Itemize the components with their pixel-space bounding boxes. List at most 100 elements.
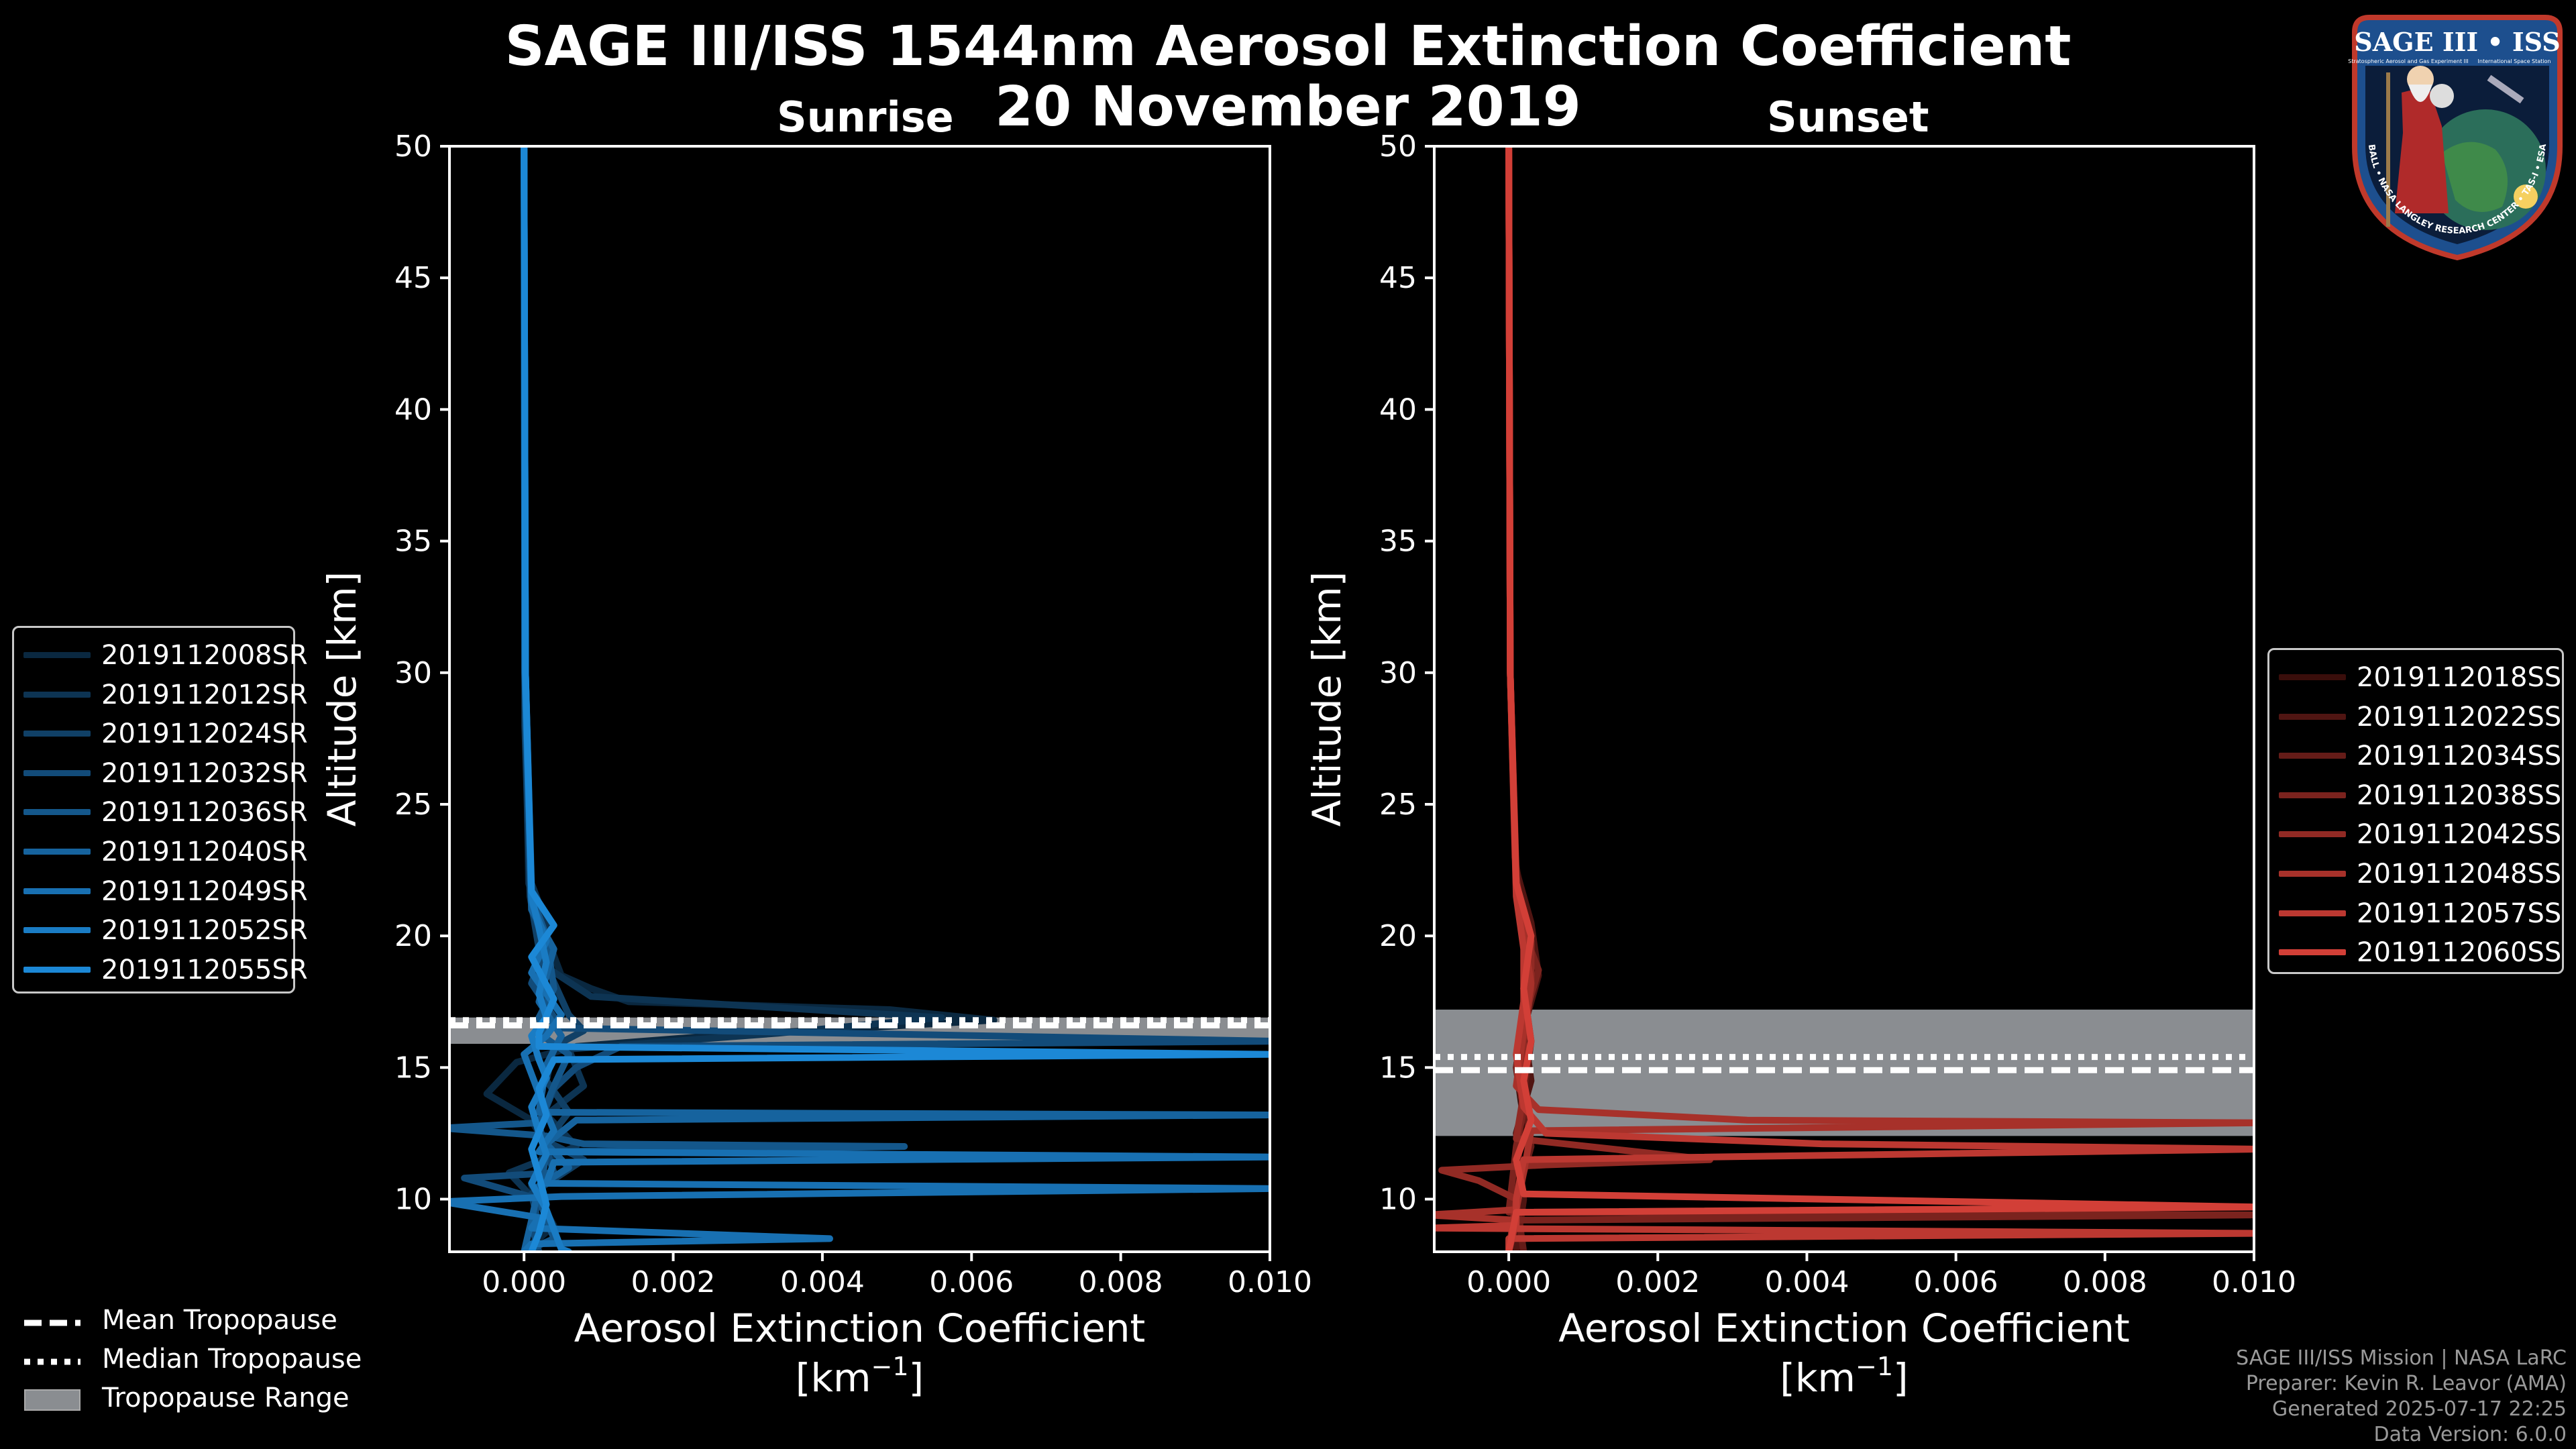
legend-entry-2019112038SS: 2019112038SS — [2269, 777, 2562, 811]
sunset-plot: 0.000 0.002 0.004 0.006 0.008 0.010 10 15 20 25 30… — [1304, 129, 2296, 1401]
legend-swatch — [2279, 910, 2346, 916]
legend-entry-2019112040SR: 2019112040SR — [14, 834, 308, 867]
legend-label: 2019112060SS — [2357, 937, 2562, 969]
sunrise-panel-title: Sunrise — [777, 93, 954, 142]
legend-entry-2019112036SR: 2019112036SR — [14, 794, 308, 828]
legend-entry-2019112060SS: 2019112060SS — [2269, 934, 2562, 968]
y-tick-label: 40 — [394, 392, 432, 427]
legend-range-label: Tropopause Range — [102, 1383, 350, 1413]
legend-label: 2019112038SS — [2357, 780, 2562, 811]
legend-swatch — [23, 769, 91, 776]
patch-subtitle-right: International Space Station — [2478, 58, 2551, 64]
y-tick-label: 15 — [394, 1051, 432, 1085]
y-tick-label: 20 — [1379, 919, 1417, 953]
sunrise-plot: 0.000 0.002 0.004 0.006 0.008 0.010 10 15 20 25 30… — [319, 129, 1312, 1401]
legend-entry-2019112008SR: 2019112008SR — [14, 637, 308, 671]
legend-swatch — [2279, 949, 2346, 956]
y-axis-label: Altitude [km] — [319, 572, 365, 826]
x-tick-label: 0.004 — [780, 1265, 865, 1299]
y-tick-label: 45 — [1379, 261, 1417, 295]
y-tick-label: 10 — [394, 1183, 432, 1217]
legend-entry-2019112024SR: 2019112024SR — [14, 716, 308, 749]
legend-swatch — [2279, 871, 2346, 877]
y-tick-label: 20 — [394, 919, 432, 953]
legend-entry-2019112049SR: 2019112049SR — [14, 873, 308, 907]
sunrise-legend: 2019112008SR 2019112012SR 2019112024SR 2019… — [12, 626, 308, 994]
series-line-2019112052SR — [521, 146, 572, 1252]
chart-title: SAGE III/ISS 1544nm Aerosol Extinction C… — [504, 15, 2072, 78]
x-tick-label: 0.006 — [929, 1265, 1014, 1299]
credit-data-version: Data Version: 6.0.0 — [2373, 1423, 2567, 1446]
legend-label: 2019112048SS — [2357, 859, 2562, 890]
series-line-2019112008SR — [483, 146, 998, 1252]
y-tick-label: 25 — [1379, 788, 1417, 822]
x-axis-label: Aerosol Extinction Coefficient — [1558, 1305, 2130, 1351]
x-tick-label: 0.010 — [2212, 1265, 2296, 1299]
sunrise-series — [449, 146, 1270, 1252]
legend-entry-2019112057SS: 2019112057SS — [2269, 896, 2562, 929]
wizard-icon — [2395, 86, 2449, 213]
y-tick-label: 15 — [1379, 1051, 1417, 1085]
x-tick-label: 0.008 — [2063, 1265, 2147, 1299]
patch-subtitle-left: Stratospheric Aerosol and Gas Experiment… — [2348, 58, 2468, 64]
dotted-line-icon — [24, 1358, 80, 1365]
series-line-2019112057SS — [1434, 146, 2254, 1252]
y-tick-label: 25 — [394, 788, 432, 822]
legend-entry-2019112034SS: 2019112034SS — [2269, 738, 2562, 771]
legend-entry-2019112052SR: 2019112052SR — [14, 912, 308, 946]
legend-swatch — [23, 652, 91, 658]
y-axis-label: Altitude [km] — [1304, 572, 1350, 826]
patch-title: SAGE III • ISS — [2354, 27, 2560, 57]
y-tick-label: 50 — [394, 129, 432, 164]
iss-icon — [2487, 74, 2524, 104]
legend-entry-2019112042SS: 2019112042SS — [2269, 816, 2562, 850]
credit-generated: Generated 2025-07-17 22:25 — [2271, 1397, 2567, 1421]
x-tick-label: 0.002 — [1615, 1265, 1700, 1299]
y-tick-label: 30 — [394, 656, 432, 690]
legend-entry-2019112022SS: 2019112022SS — [2269, 699, 2562, 733]
series-line-2019112055SR — [521, 146, 1270, 1252]
legend-label: 2019112018SS — [2357, 662, 2562, 693]
x-tick-label: 0.002 — [631, 1265, 716, 1299]
legend-label: 2019112040SR — [101, 837, 308, 867]
credits: SAGE III/ISS Mission | NASA LaRC Prepare… — [2236, 1346, 2567, 1448]
y-tick-label: 30 — [1379, 656, 1417, 690]
legend-label: 2019112036SR — [101, 797, 308, 828]
chart-date: 20 November 2019 — [995, 75, 1581, 139]
legend-label: 2019112042SS — [2357, 819, 2562, 851]
legend-label: 2019112055SR — [101, 954, 308, 985]
legend-entry-2019112032SR: 2019112032SR — [14, 755, 308, 789]
sunset-panel-title: Sunset — [1767, 93, 1929, 142]
sun-icon — [2514, 184, 2538, 209]
series-line-2019112036SR — [449, 146, 908, 1252]
series-line-2019112060SS — [1505, 146, 2254, 1252]
x-tick-label: 0.006 — [1914, 1265, 1998, 1299]
legend-entry-2019112012SR: 2019112012SR — [14, 677, 308, 710]
legend-swatch — [23, 927, 91, 934]
legend-label: 2019112008SR — [101, 640, 308, 671]
legend-median-label: Median Tropopause — [102, 1344, 362, 1375]
legend-swatch — [23, 691, 91, 698]
y-tick-label: 40 — [1379, 392, 1417, 427]
x-tick-label: 0.008 — [1079, 1265, 1163, 1299]
tropopause-legend: Mean Tropopause Median Tropopause Tropop… — [16, 1305, 392, 1426]
legend-swatch — [2279, 674, 2346, 680]
legend-label: 2019112049SR — [101, 875, 308, 907]
sage-iii-iss-mission-patch: SAGE III • ISS Stratospheric Aerosol and… — [2348, 15, 2563, 261]
legend-entry-2019112055SR: 2019112055SR — [14, 952, 308, 985]
y-tick-label: 50 — [1379, 129, 1417, 164]
legend-swatch — [23, 809, 91, 816]
gray-band-icon — [24, 1389, 80, 1411]
legend-swatch — [2279, 753, 2346, 759]
x-tick-label: 0.010 — [1228, 1265, 1312, 1299]
legend-mean-label: Mean Tropopause — [102, 1305, 337, 1336]
dashed-line-icon — [24, 1320, 80, 1326]
legend-swatch — [23, 888, 91, 894]
sunset-legend: 2019112018SS 2019112022SS 2019112034SS 2019… — [2267, 648, 2564, 974]
legend-swatch — [23, 966, 91, 973]
moon-icon — [2430, 84, 2454, 108]
credit-mission: SAGE III/ISS Mission | NASA LaRC — [2236, 1346, 2567, 1370]
legend-entry-2019112048SS: 2019112048SS — [2269, 856, 2562, 890]
y-tick-label: 10 — [1379, 1183, 1417, 1217]
